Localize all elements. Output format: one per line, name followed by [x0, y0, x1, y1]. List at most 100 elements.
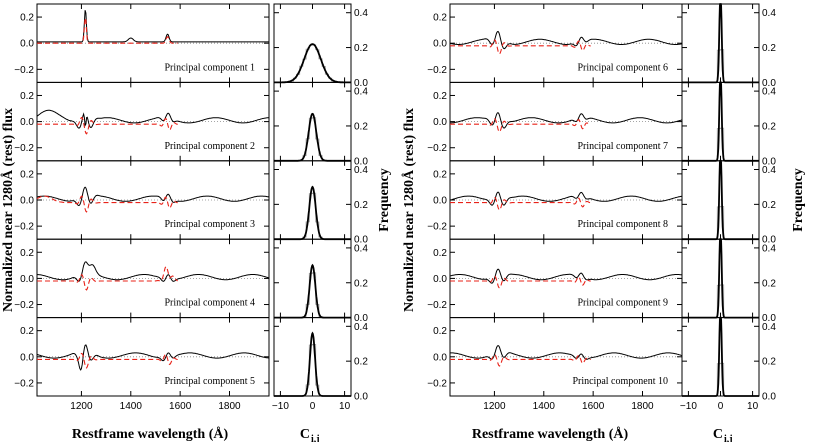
y-tick-label: −0.2: [14, 65, 34, 76]
y-tick-label: 0.2: [20, 248, 34, 259]
y-tick-label: 0.0: [20, 117, 34, 128]
freq-tick-label: 0.0: [762, 313, 776, 324]
histogram-panel-frame: [273, 160, 352, 240]
svg-text:C: C: [713, 427, 723, 442]
y-tick-label: 0.0: [20, 274, 34, 285]
y-tick-label: −0.2: [14, 300, 34, 311]
y-tick-label: 0.0: [433, 352, 447, 363]
component-label: Principal component 1: [164, 62, 255, 73]
histogram-gaussian-fit: [274, 185, 351, 241]
y-tick-label: 0.2: [20, 169, 34, 180]
y-axis-title-mid: Normalized near 1280Å (rest) flux: [401, 108, 417, 312]
freq-tick-label: 0.2: [354, 357, 368, 368]
freq-tick-label: 0.0: [354, 392, 368, 403]
freq-tick-label: 0.4: [762, 322, 776, 333]
histogram-gaussian-fit: [682, 159, 759, 241]
freq-tick-label: 0.4: [762, 8, 776, 19]
histogram-panel-frame: [273, 238, 352, 319]
frequency-title-left: Frequency: [377, 168, 392, 232]
svg-text:i,j: i,j: [724, 434, 733, 442]
x-tick-label: 1600: [582, 401, 605, 412]
y-tick-label: 0.0: [433, 274, 447, 285]
histogram-gaussian-fit: [274, 331, 351, 397]
frequency-title-right: Frequency: [791, 168, 806, 232]
freq-tick-label: 0.0: [762, 156, 776, 167]
component-label: Principal component 6: [577, 62, 668, 73]
component-line-red: [36, 195, 178, 213]
component-line-black: [36, 261, 269, 282]
component-line-black: [449, 268, 682, 284]
freq-tick-label: 0.0: [762, 235, 776, 246]
freq-tick-label: 0.4: [354, 322, 368, 333]
freq-tick-label: 0.2: [354, 278, 368, 289]
component-line-black: [450, 112, 682, 129]
component-line-black: [37, 10, 269, 43]
freq-tick-label: 0.2: [762, 357, 776, 368]
hist-axis-title-right: C i,j: [713, 427, 733, 442]
freq-tick-label: 0.4: [354, 243, 368, 254]
hist-axis-title-left: C i,j: [300, 427, 320, 442]
component-label: Principal component 10: [572, 376, 668, 387]
component-label: Principal component 2: [164, 141, 255, 152]
y-tick-label: −0.2: [14, 378, 34, 389]
y-tick-label: 0.0: [433, 117, 447, 128]
histogram-gaussian-fit: [274, 43, 351, 84]
component-line-red: [37, 265, 178, 291]
x-tick-label: 1400: [120, 401, 143, 412]
y-tick-label: −0.2: [427, 222, 447, 233]
component-line-black: [36, 109, 269, 129]
component-line-red: [37, 116, 178, 135]
y-tick-label: 0.2: [433, 326, 447, 337]
x-axis-title-left: Restframe wavelength (Å): [72, 426, 229, 442]
y-tick-label: 0.2: [20, 326, 34, 337]
histogram-gaussian-fit: [682, 3, 759, 84]
c-tick-label: 10: [747, 401, 759, 412]
histogram-gaussian-fit: [682, 81, 759, 162]
freq-tick-label: 0.4: [354, 165, 368, 176]
y-tick-label: −0.2: [14, 143, 34, 154]
x-tick-label: 1400: [533, 401, 556, 412]
panels-layer: −0.2 0.0 0.2 Principal component 1 0.0 0.2 0.4…: [14, 3, 776, 412]
freq-tick-label: 0.0: [354, 78, 368, 89]
y-tick-label: 0.2: [20, 91, 34, 102]
c-tick-label: 0: [718, 401, 724, 412]
component-line-red: [450, 196, 591, 211]
c-tick-label: 10: [339, 401, 351, 412]
y-tick-label: 0.0: [20, 196, 34, 207]
y-tick-label: 0.0: [20, 352, 34, 363]
freq-tick-label: 0.0: [762, 392, 776, 403]
freq-tick-label: 0.4: [762, 243, 776, 254]
freq-tick-label: 0.4: [762, 87, 776, 98]
component-line-black: [36, 186, 269, 207]
histogram-steps: [292, 44, 333, 83]
y-tick-label: −0.2: [427, 143, 447, 154]
component-label: Principal component 5: [164, 376, 255, 387]
y-tick-label: −0.2: [14, 222, 34, 233]
x-tick-label: 1800: [218, 401, 241, 412]
freq-tick-label: 0.2: [762, 43, 776, 54]
y-tick-label: 0.2: [20, 13, 34, 24]
freq-tick-label: 0.4: [354, 8, 368, 19]
x-axis-title-right: Restframe wavelength (Å): [472, 426, 629, 442]
x-tick-label: 1200: [483, 401, 506, 412]
component-line-red: [37, 17, 178, 44]
histogram-panel-frame: [273, 317, 352, 397]
y-tick-label: 0.0: [433, 196, 447, 207]
x-tick-label: 1600: [169, 401, 192, 412]
c-tick-label: −10: [680, 401, 697, 412]
freq-tick-label: 0.4: [354, 87, 368, 98]
component-line-black: [449, 191, 682, 206]
y-tick-label: 0.0: [20, 39, 34, 50]
component-line-black: [449, 30, 682, 50]
y-tick-label: −0.2: [427, 300, 447, 311]
component-line-red: [37, 352, 178, 369]
y-tick-label: 0.2: [433, 169, 447, 180]
component-label: Principal component 4: [164, 298, 255, 309]
component-label: Principal component 8: [577, 219, 668, 230]
freq-tick-label: 0.0: [354, 156, 368, 167]
c-tick-label: −10: [272, 401, 289, 412]
component-line-red: [450, 275, 591, 289]
histogram-panel-frame: [273, 81, 352, 162]
y-tick-label: 0.2: [433, 248, 447, 259]
svg-text:C: C: [300, 427, 310, 442]
